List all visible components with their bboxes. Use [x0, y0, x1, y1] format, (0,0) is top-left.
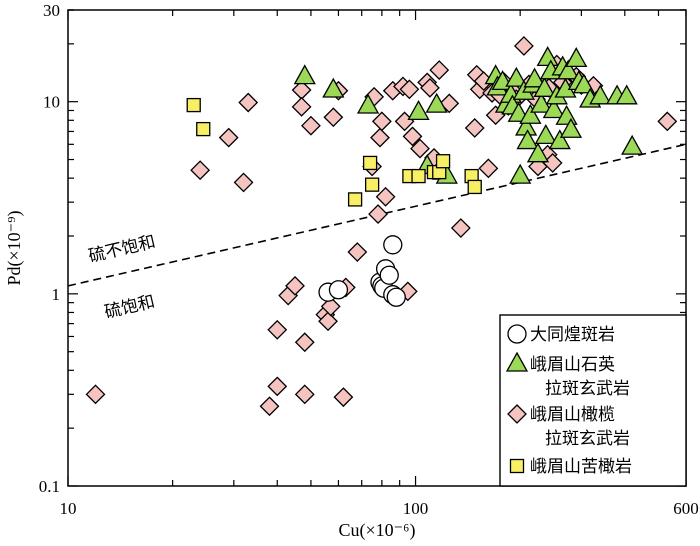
y-axis-label: Pd(×10⁻⁹) [4, 211, 25, 286]
y-tick-label: 0.1 [39, 477, 60, 496]
legend-label: 峨眉山苦橄岩 [530, 457, 632, 477]
circle-point [383, 235, 403, 255]
diamond-point [347, 242, 368, 262]
circle-point [386, 287, 406, 307]
triangle-point [356, 93, 380, 114]
triangle-point [293, 64, 316, 85]
diamond-point [259, 396, 280, 417]
triangle-point [621, 134, 644, 155]
y-tick-labels: 0.1 1 10 30 [39, 1, 60, 496]
x-tick-label: 10 [60, 499, 77, 518]
legend-label: 拉斑玄武岩 [545, 429, 630, 449]
diamond-point [320, 296, 341, 317]
diamond-point [294, 332, 315, 353]
diamond-point [399, 79, 420, 100]
triangle-point [533, 76, 556, 97]
triangle-point [589, 84, 612, 105]
diamond-point [301, 115, 321, 136]
legend-label: 大同煌斑岩 [530, 325, 615, 345]
triangle-point [509, 163, 532, 184]
triangle-point [615, 84, 638, 105]
triangle-point [565, 47, 588, 68]
diamond-point [85, 384, 106, 405]
triangle-point [505, 66, 528, 87]
triangle-point [572, 73, 595, 94]
triangle-point [548, 129, 571, 150]
x-tick-label: 100 [403, 499, 429, 518]
diamond-point [218, 127, 239, 148]
legend-label: 峨眉山橄榄 [530, 405, 615, 425]
triangle-point [322, 77, 345, 98]
diamond-point [333, 387, 354, 408]
diamond-point [368, 204, 388, 225]
legend-circle-marker [507, 324, 527, 344]
square-point [411, 168, 426, 184]
square-point [435, 154, 451, 169]
triangle-point [526, 142, 550, 163]
circle-point [328, 280, 349, 300]
diamond-point [323, 107, 344, 128]
diamond-point [478, 158, 499, 179]
triangle-point [425, 92, 448, 113]
square-point [186, 97, 201, 113]
circle-point [379, 265, 399, 285]
square-point [347, 192, 363, 207]
diamond-point [267, 376, 288, 397]
diamond-point [402, 126, 423, 147]
diamond-point [410, 138, 430, 159]
diamond-point [267, 319, 288, 340]
legend-box [499, 314, 687, 487]
diamond-point [371, 111, 392, 132]
diamond-point [238, 92, 259, 113]
triangle-point [557, 59, 580, 80]
data-points [85, 36, 678, 417]
diamond-point [294, 384, 315, 405]
triangle-point [516, 129, 539, 150]
diamond-point [233, 172, 254, 193]
legend-label: 拉斑玄武岩 [545, 379, 630, 399]
legend-diamond-marker [507, 404, 527, 424]
diamond-point [291, 96, 312, 117]
diamond-point [450, 218, 471, 238]
region-label-upper: 硫不饱和 [87, 232, 158, 267]
legend-square-marker [509, 458, 525, 474]
y-tick-label: 10 [43, 93, 60, 112]
diamond-point [464, 118, 485, 138]
triangle-point [536, 46, 559, 67]
square-point [364, 177, 380, 192]
diamond-point [657, 111, 678, 132]
x-tick-labels: 10 100 600 [60, 499, 699, 518]
square-point [467, 179, 482, 195]
x-axis-label: Cu(×10⁻⁶) [339, 520, 416, 541]
triangle-point [534, 124, 557, 145]
triangle-point [519, 103, 542, 124]
x-tick-label: 600 [673, 499, 699, 518]
y-tick-label: 30 [43, 1, 60, 20]
diamond-point [370, 127, 390, 148]
triangle-point [523, 67, 546, 88]
diamond-point [190, 160, 211, 181]
diamond-point [420, 77, 440, 98]
diamond-point [513, 36, 534, 56]
diamond-point [375, 186, 396, 207]
triangle-point [542, 98, 565, 119]
y-tick-label: 1 [52, 285, 61, 304]
square-point [196, 121, 211, 137]
region-label-lower: 硫饱和 [103, 292, 157, 323]
diamond-point [285, 275, 305, 296]
diamond-point [318, 311, 338, 332]
plot-frame [67, 9, 687, 487]
diamond-point [429, 60, 450, 81]
triangle-point [530, 92, 553, 113]
triangle-point [407, 100, 430, 121]
square-point [362, 155, 378, 171]
legend-label: 峨眉山石英 [530, 355, 615, 375]
legend-triangle-marker [505, 351, 529, 372]
triangle-point [559, 117, 583, 138]
